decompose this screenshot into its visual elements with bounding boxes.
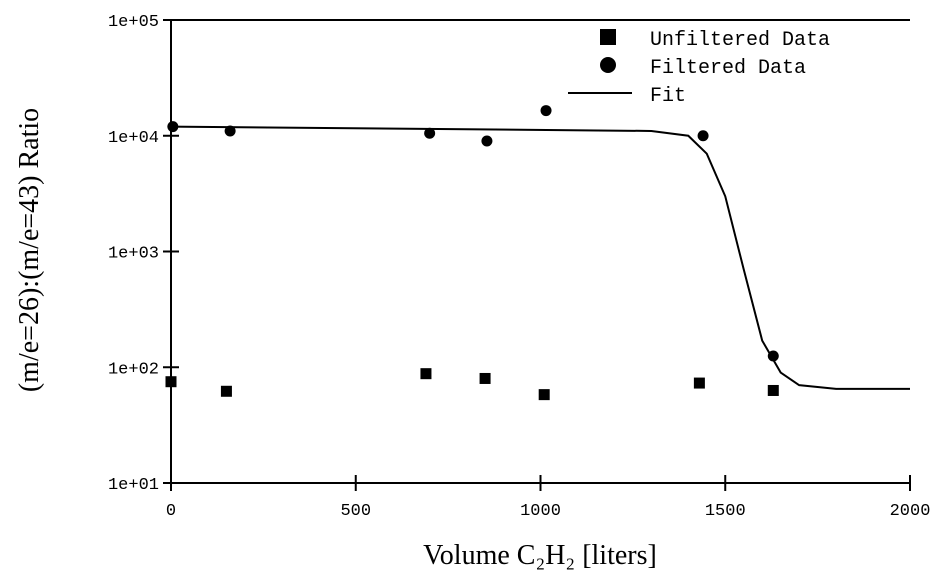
x-tick-label: 1000 [520, 502, 561, 521]
y-axis-label: (m/e=26):(m/e=43) Ratio [14, 108, 45, 392]
x-tick-label: 1500 [705, 502, 746, 521]
y-tick-label: 1e+04 [108, 129, 159, 148]
data-point [224, 125, 236, 137]
legend-label: Filtered Data [650, 57, 806, 80]
data-point [220, 385, 232, 397]
data-point [424, 127, 436, 139]
fit-line [170, 125, 910, 390]
data-point [481, 135, 493, 147]
y-tick-label: 1e+02 [108, 360, 159, 379]
legend-marker [600, 57, 616, 73]
data-point [767, 384, 779, 396]
data-point [540, 105, 552, 117]
data-point [693, 377, 705, 389]
data-point [479, 372, 491, 384]
y-tick-label: 1e+01 [108, 476, 159, 495]
data-point [165, 376, 177, 388]
x-tick-label: 0 [166, 502, 176, 521]
legend-label: Fit [650, 85, 686, 108]
y-tick-label: 1e+05 [108, 13, 159, 32]
data-point [420, 368, 432, 380]
x-tick-label: 2000 [890, 502, 931, 521]
y-tick-label: 1e+03 [108, 245, 159, 264]
data-point [697, 130, 709, 142]
x-axis-label: Volume C₂H₂ [liters] [423, 540, 657, 571]
x-tick-label: 500 [340, 502, 371, 521]
legend-label: Unfiltered Data [650, 29, 830, 52]
legend-marker [600, 29, 616, 45]
data-point [538, 389, 550, 401]
